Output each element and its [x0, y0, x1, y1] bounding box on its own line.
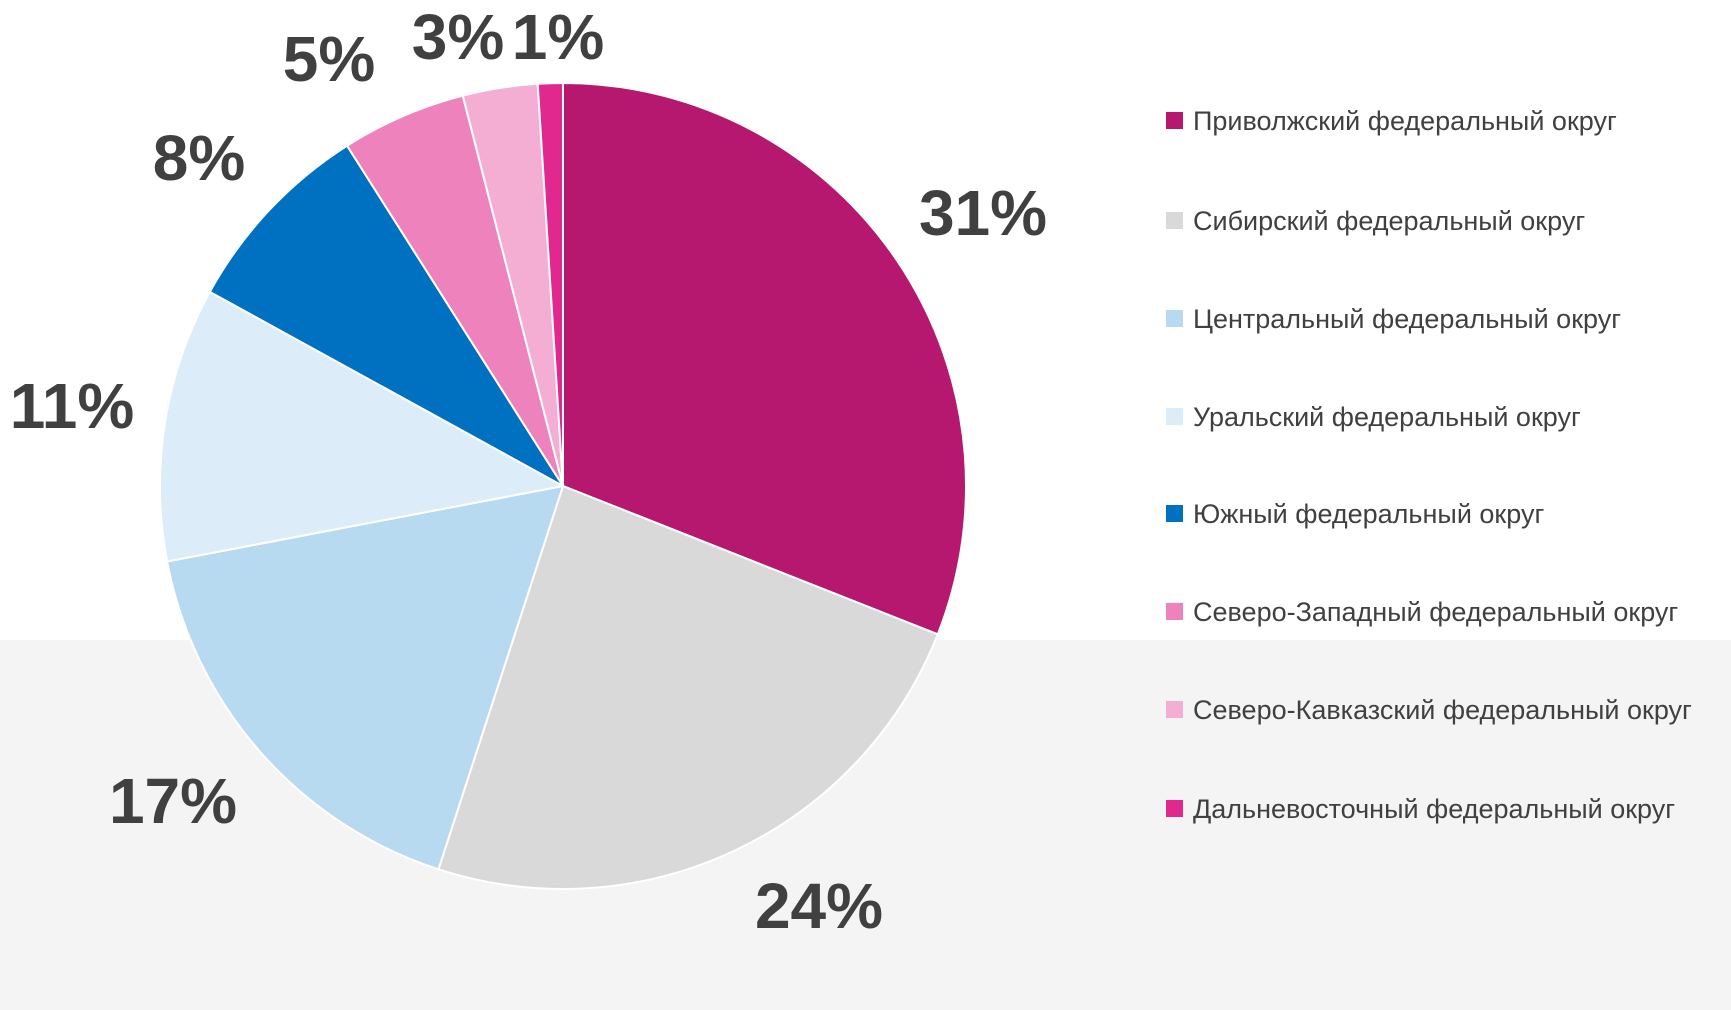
legend-label: Уральский федеральный округ — [1193, 402, 1581, 432]
legend-swatch — [1166, 112, 1183, 129]
legend-label: Северо-Западный федеральный округ — [1193, 597, 1679, 627]
slice-label: 31% — [919, 177, 1047, 249]
pie-slice — [208, 144, 564, 487]
legend-swatch — [1166, 310, 1183, 327]
legend-swatch — [1166, 701, 1183, 718]
legend-swatch — [1166, 800, 1183, 817]
legend-item: Центральный федеральный округ — [1166, 299, 1726, 339]
slice-label: 8% — [153, 122, 246, 194]
legend-swatch — [1166, 408, 1183, 425]
slice-label: 1% — [512, 1, 605, 73]
legend-item: Сибирский федеральный округ — [1166, 201, 1726, 241]
legend-swatch — [1166, 505, 1183, 522]
pie-slice — [159, 290, 566, 563]
legend-label: Центральный федеральный округ — [1193, 304, 1622, 334]
legend-label: Северо-Кавказский федеральный округ — [1193, 695, 1692, 725]
legend-swatch — [1166, 212, 1183, 229]
legend-label: Сибирский федеральный округ — [1193, 206, 1586, 236]
legend-item: Уральский федеральный округ — [1166, 397, 1726, 437]
slice-label: 3% — [412, 1, 505, 73]
legend-label: Приволжский федеральный округ — [1193, 106, 1617, 136]
legend-item: Северо-Западный федеральный округ — [1166, 592, 1726, 632]
legend-label: Дальневосточный федеральный округ — [1193, 794, 1676, 824]
legend-item: Дальневосточный федеральный округ — [1166, 789, 1726, 829]
slice-label: 17% — [109, 765, 237, 837]
pie-slice — [165, 484, 565, 871]
legend-label: Южный федеральный округ — [1193, 499, 1545, 529]
pie-slice — [437, 484, 939, 890]
slice-label: 11% — [10, 370, 135, 442]
legend-item: Южный федеральный округ — [1166, 494, 1726, 534]
pie-slice — [536, 81, 564, 487]
legend-item: Северо-Кавказский федеральный округ — [1166, 690, 1726, 730]
pie-slice — [562, 81, 967, 636]
slice-label: 24% — [755, 870, 883, 942]
legend-swatch — [1166, 603, 1183, 620]
legend-item: Приволжский федеральный округ — [1166, 101, 1726, 141]
slice-label: 5% — [283, 23, 376, 95]
